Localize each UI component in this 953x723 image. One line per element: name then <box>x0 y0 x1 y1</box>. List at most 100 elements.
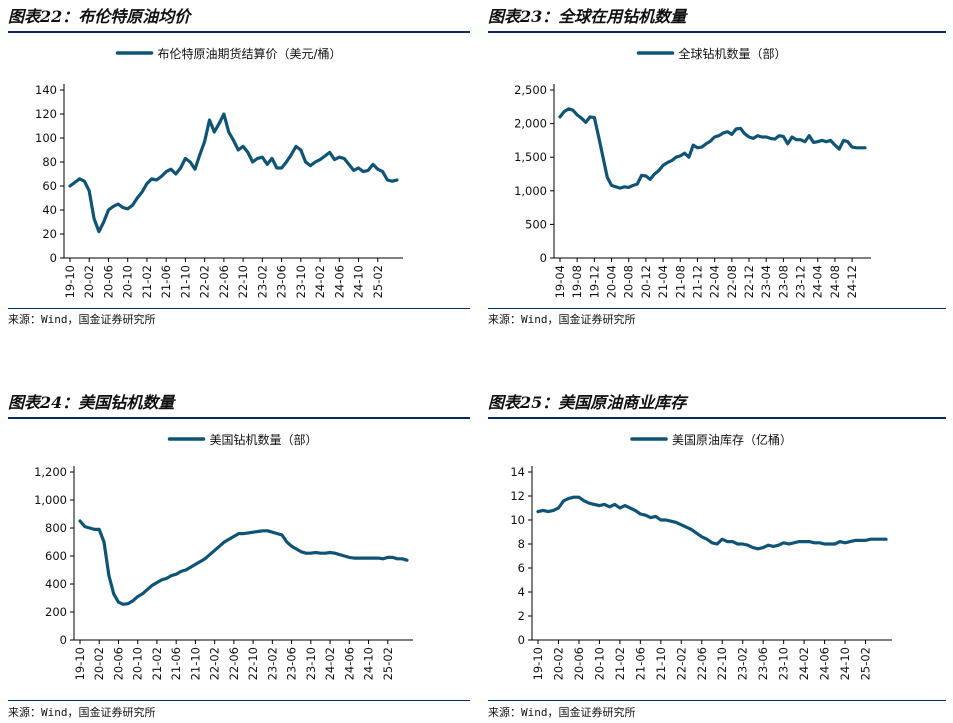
data-point <box>701 536 703 538</box>
data-point <box>662 164 664 166</box>
x-tick-label: 20-12 <box>639 265 653 298</box>
data-point <box>223 541 225 543</box>
data-point <box>180 570 182 572</box>
data-point <box>675 156 677 158</box>
chart-title: 图表25：美国原油商业库存 <box>488 393 687 412</box>
data-point <box>808 135 810 137</box>
data-point <box>257 530 259 533</box>
data-point <box>382 558 384 560</box>
data-point <box>377 168 379 170</box>
series-line <box>536 495 888 551</box>
chart-source: 来源：Wind，国金证券研究所 <box>488 313 636 326</box>
data-point <box>132 600 134 602</box>
x-tick-label: 22-10 <box>246 647 260 680</box>
x-tick-label: 21-10 <box>188 647 202 680</box>
data-point <box>334 552 336 554</box>
y-tick-label: 1,000 <box>34 493 67 507</box>
x-tick-label: 22-02 <box>674 647 688 680</box>
data-point <box>653 173 656 175</box>
data-point <box>609 506 611 508</box>
data-point <box>401 558 403 560</box>
data-point <box>353 557 355 559</box>
chart-title: 图表23：全球在用钻机数量 <box>488 7 687 26</box>
data-point <box>696 147 699 149</box>
data-point <box>386 179 388 181</box>
x-tick-label: 24-10 <box>352 265 366 298</box>
data-point <box>387 556 389 558</box>
title-rule <box>8 417 470 419</box>
series-line <box>68 112 399 234</box>
data-point <box>103 541 105 543</box>
data-point <box>804 141 806 143</box>
y-tick-label: 2,500 <box>514 83 547 97</box>
x-tick-label: 23-08 <box>776 265 790 298</box>
data-point <box>752 137 754 139</box>
data-point <box>782 135 784 137</box>
chart-source: 来源：Wind，国金证券研究所 <box>488 706 636 719</box>
data-point <box>849 541 851 543</box>
y-tick-label: 400 <box>45 577 67 591</box>
data-point <box>69 185 71 187</box>
data-point <box>838 148 840 150</box>
data-point <box>588 502 590 504</box>
data-point <box>93 217 95 219</box>
legend-label: 美国钻机数量（部） <box>210 432 318 447</box>
data-point <box>576 114 578 116</box>
y-tick-label: 0 <box>540 251 547 265</box>
data-point <box>233 535 235 537</box>
x-tick-label: 19-10 <box>63 265 77 298</box>
data-point <box>160 175 162 177</box>
data-point <box>658 170 660 172</box>
data-point <box>189 161 191 163</box>
data-point <box>875 538 877 540</box>
data-point <box>655 515 657 517</box>
data-point <box>358 557 360 559</box>
data-point <box>619 187 621 189</box>
data-point <box>166 577 168 579</box>
x-tick-label: 24-12 <box>845 265 859 298</box>
x-tick-label: 22-02 <box>208 647 222 680</box>
chart-source: 来源：Wind，国金证券研究所 <box>8 706 156 719</box>
data-point <box>726 131 729 133</box>
data-point <box>266 530 269 532</box>
x-tick-label: 22-06 <box>695 647 709 680</box>
data-point <box>610 184 613 186</box>
data-point <box>844 542 846 544</box>
data-point <box>660 519 662 521</box>
data-point <box>261 156 263 158</box>
x-tick-label: 19-12 <box>587 265 601 298</box>
data-point <box>256 157 259 159</box>
data-point <box>228 538 230 540</box>
data-point <box>136 197 138 199</box>
data-point <box>300 551 302 553</box>
data-point <box>761 136 763 138</box>
x-tick-label: 20-10 <box>121 265 135 298</box>
data-point <box>705 143 707 145</box>
data-point <box>603 503 606 505</box>
data-point <box>392 556 394 558</box>
data-point <box>812 141 815 143</box>
data-point <box>716 543 718 545</box>
data-point <box>170 575 172 577</box>
data-point <box>709 140 711 142</box>
data-point <box>362 171 364 173</box>
data-point <box>151 584 153 586</box>
data-point <box>855 147 857 149</box>
data-point <box>372 557 374 559</box>
x-tick-label: 20-02 <box>551 647 565 680</box>
data-point <box>634 509 636 511</box>
data-point <box>665 519 667 521</box>
x-tick-label: 22-08 <box>725 265 739 298</box>
data-point <box>348 163 350 165</box>
data-point <box>578 496 580 498</box>
data-point <box>348 556 350 558</box>
data-point <box>580 117 583 119</box>
data-point <box>628 186 630 188</box>
data-point <box>762 547 764 549</box>
data-point <box>800 139 802 141</box>
data-point <box>593 117 595 119</box>
data-point <box>199 561 201 563</box>
y-tick-label: 12 <box>510 489 525 503</box>
data-point <box>624 505 626 507</box>
data-point <box>748 136 750 138</box>
